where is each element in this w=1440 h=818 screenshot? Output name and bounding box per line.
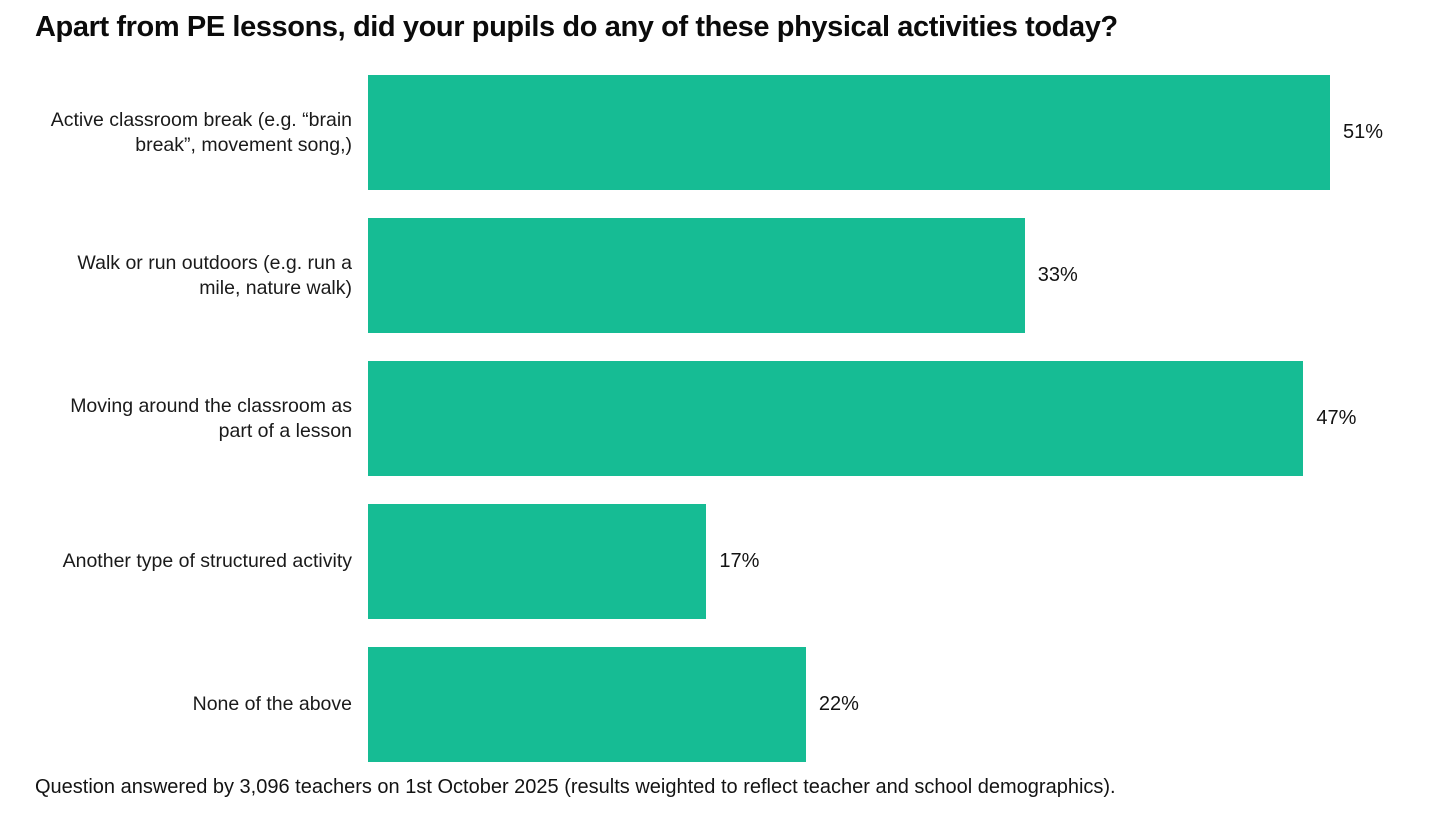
chart-title: Apart from PE lessons, did your pupils d… — [35, 11, 1118, 43]
bar-row: Another type of structured activity 17% — [0, 504, 1440, 619]
category-label: Walk or run outdoors (e.g. run a mile, n… — [77, 251, 352, 299]
bar-track: 17% — [368, 504, 1383, 619]
category-label: Active classroom break (e.g. “brain brea… — [50, 108, 352, 156]
value-label: 47% — [1316, 407, 1357, 429]
category-label: Another type of structured activity — [62, 550, 352, 572]
bar-track: 22% — [368, 647, 1383, 762]
bar-chart: Active classroom break (e.g. “brain brea… — [0, 75, 1440, 762]
bar — [368, 218, 1025, 333]
bar — [368, 504, 707, 619]
bar-row: Walk or run outdoors (e.g. run a mile, n… — [0, 218, 1440, 333]
category-label: Moving around the classroom as part of a… — [70, 394, 352, 442]
value-label: 51% — [1342, 121, 1383, 143]
category-label: None of the above — [192, 693, 352, 715]
bar-track: 33% — [368, 218, 1383, 333]
bar-row: None of the above 22% — [0, 647, 1440, 762]
chart-footnote: Question answered by 3,096 teachers on 1… — [35, 776, 1116, 798]
bar — [368, 647, 806, 762]
value-label: 33% — [1037, 264, 1078, 286]
bar-row: Active classroom break (e.g. “brain brea… — [0, 75, 1440, 190]
bar — [368, 361, 1304, 476]
bar-track: 47% — [368, 361, 1383, 476]
bar-row: Moving around the classroom as part of a… — [0, 361, 1440, 476]
bar — [368, 75, 1330, 190]
value-label: 17% — [719, 550, 760, 572]
bar-track: 51% — [368, 75, 1383, 190]
value-label: 22% — [818, 693, 859, 715]
